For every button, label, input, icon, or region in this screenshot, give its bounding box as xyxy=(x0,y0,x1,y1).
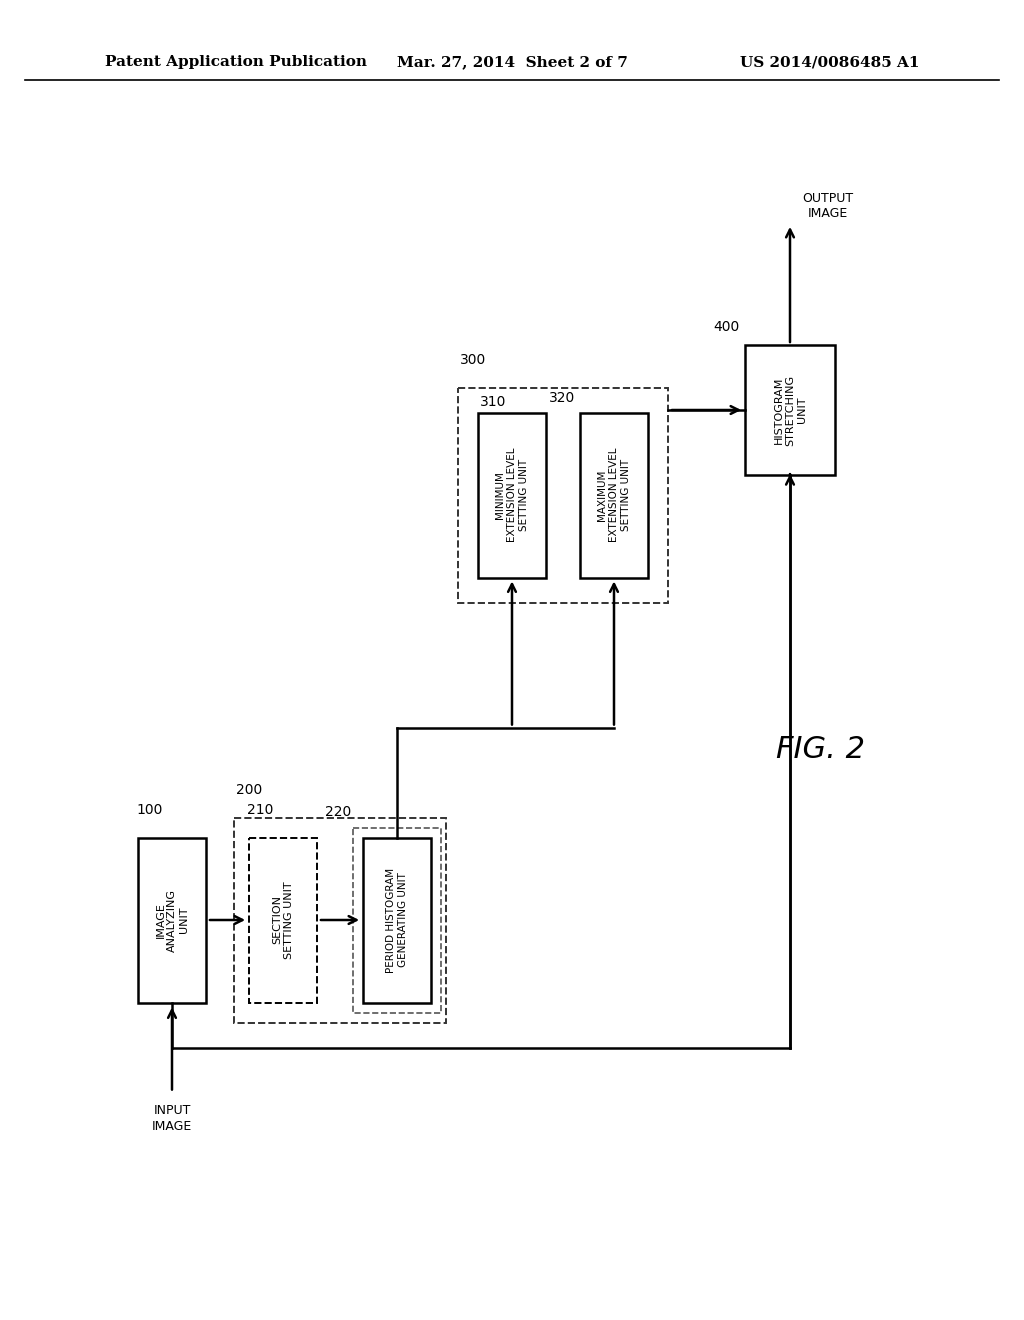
Bar xyxy=(580,412,648,578)
Text: 320: 320 xyxy=(549,391,575,404)
Text: 100: 100 xyxy=(136,803,163,817)
Bar xyxy=(362,837,431,1002)
Text: 400: 400 xyxy=(714,319,740,334)
Text: US 2014/0086485 A1: US 2014/0086485 A1 xyxy=(740,55,920,69)
Text: Patent Application Publication: Patent Application Publication xyxy=(105,55,367,69)
Bar xyxy=(478,412,546,578)
Text: HISTOGRAM
STRETCHING
UNIT: HISTOGRAM STRETCHING UNIT xyxy=(773,375,807,446)
Text: 210: 210 xyxy=(247,803,273,817)
Text: FIG. 2: FIG. 2 xyxy=(775,735,864,764)
Text: Mar. 27, 2014  Sheet 2 of 7: Mar. 27, 2014 Sheet 2 of 7 xyxy=(396,55,628,69)
Text: 200: 200 xyxy=(236,783,262,796)
Text: 220: 220 xyxy=(325,805,351,820)
Bar xyxy=(234,817,446,1023)
Text: MAXIMUM
EXTENSION LEVEL
SETTING UNIT: MAXIMUM EXTENSION LEVEL SETTING UNIT xyxy=(597,447,631,543)
Text: INPUT
IMAGE: INPUT IMAGE xyxy=(152,1105,193,1133)
Bar xyxy=(249,837,317,1002)
Text: MINIMUM
EXTENSION LEVEL
SETTING UNIT: MINIMUM EXTENSION LEVEL SETTING UNIT xyxy=(496,447,528,543)
Text: 310: 310 xyxy=(480,396,507,409)
Bar xyxy=(138,837,206,1002)
Text: IMAGE
ANALYZING
UNIT: IMAGE ANALYZING UNIT xyxy=(156,888,188,952)
Text: PERIOD HISTOGRAM
GENERATING UNIT: PERIOD HISTOGRAM GENERATING UNIT xyxy=(386,867,408,973)
Bar xyxy=(745,345,835,475)
Text: 300: 300 xyxy=(460,352,486,367)
Text: SECTION
SETTING UNIT: SECTION SETTING UNIT xyxy=(272,882,294,958)
Text: OUTPUT
IMAGE: OUTPUT IMAGE xyxy=(802,191,853,220)
Bar xyxy=(458,388,668,602)
Bar xyxy=(353,828,441,1012)
